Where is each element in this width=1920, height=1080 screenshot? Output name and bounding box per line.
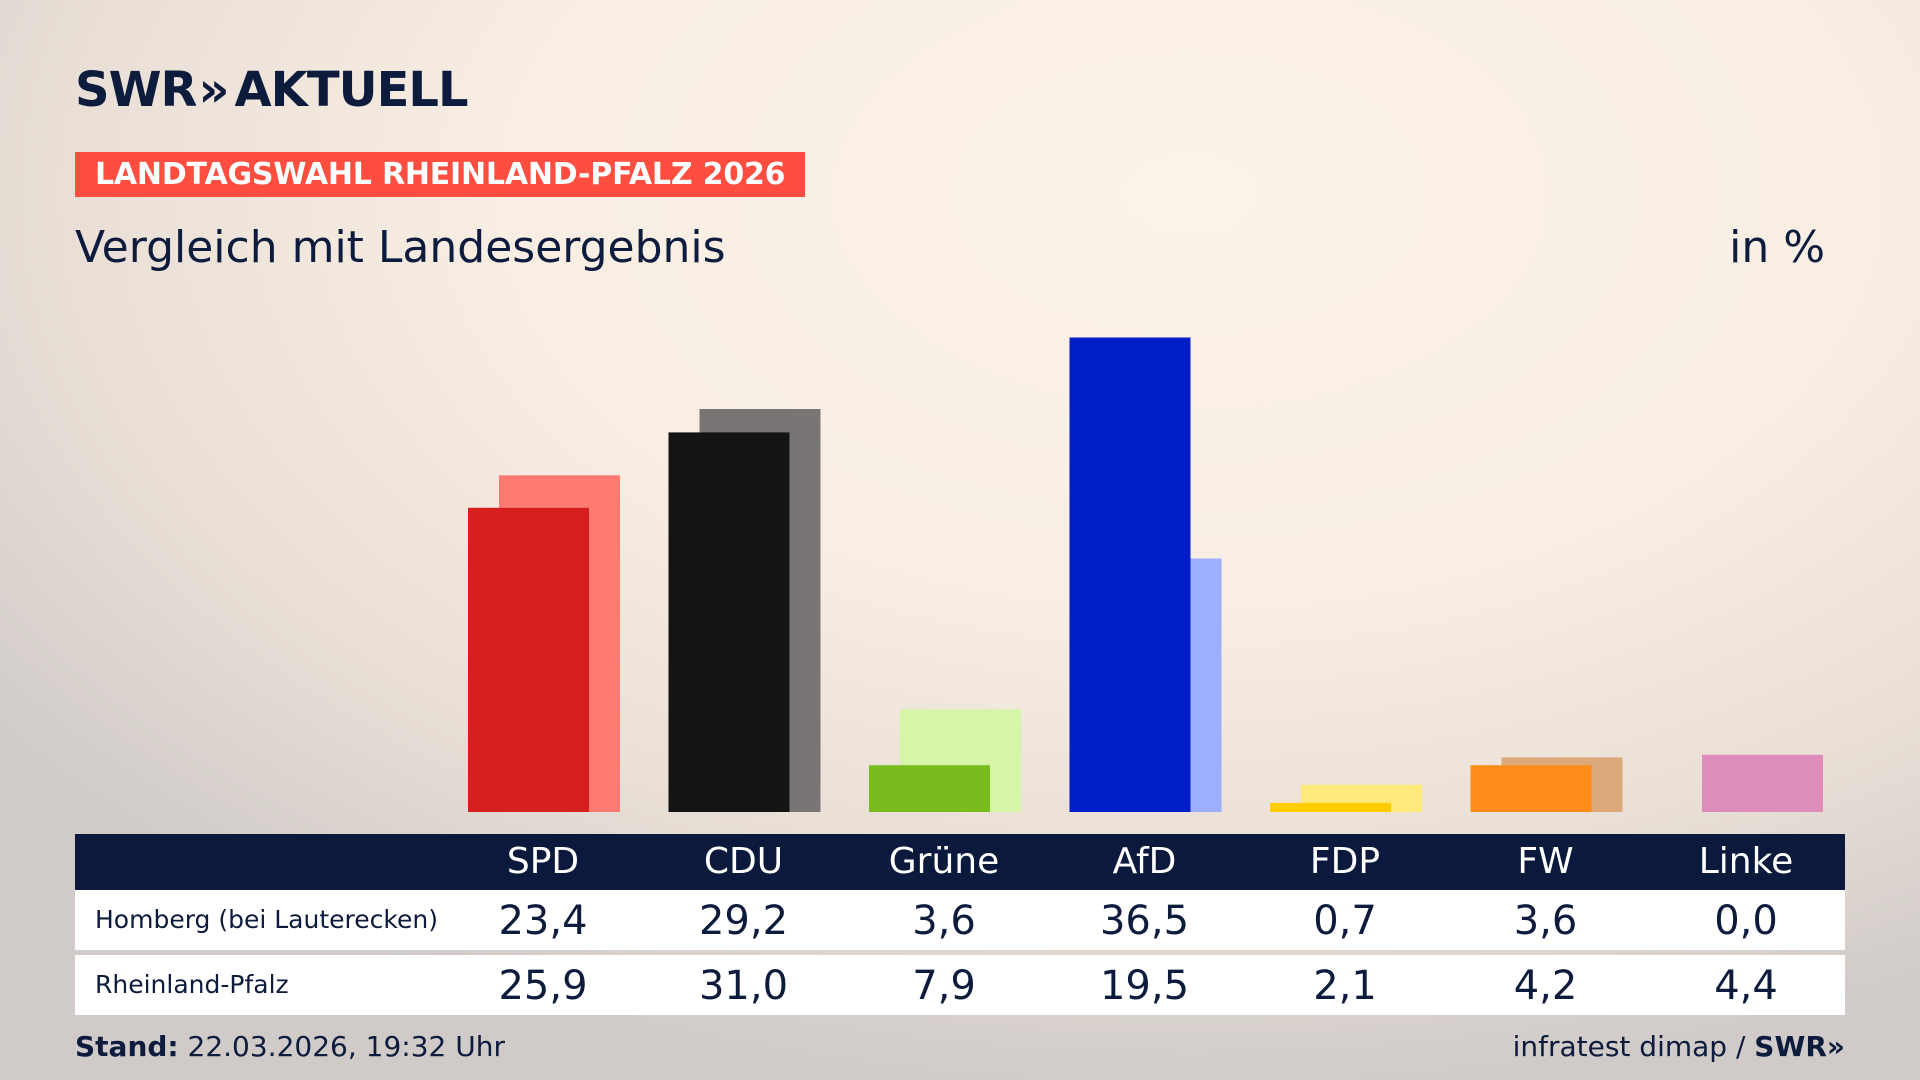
logo-suffix: AKTUELL [234,62,469,118]
unit-label: in % [1729,222,1825,273]
bar-homberg-grüne [869,765,990,812]
party-label-linke: Linke [1698,841,1794,882]
bar-homberg-cdu [668,432,790,812]
value-cell-spd: 23,4 [498,898,588,944]
value-cell-fw: 3,6 [1513,898,1578,944]
party-label-fdp: FDP [1309,841,1381,882]
table-row: Rheinland-Pfalz 25,9 31,0 7,9 19,5 2,1 4,2 4,4 [75,955,1845,1015]
bar-homberg-fdp [1270,802,1391,812]
value-cell-fw: 4,2 [1513,963,1578,1009]
bar-homberg-afd [1069,337,1191,812]
value-cell-grüne: 7,9 [912,963,976,1009]
party-label-spd: SPD [506,841,580,882]
table-header: SPD CDU Grüne AfD FDP FW Linke [75,834,1845,890]
election-badge: LANDTAGSWAHL RHEINLAND-PFALZ 2026 [75,152,806,197]
value-cell-afd: 36,5 [1099,898,1190,944]
logo-chevron-icon: » [198,62,229,118]
bar-rheinland-pfalz-linke [1702,754,1823,812]
source-credit: infratest dimap / SWR» [1513,1030,1845,1063]
stand-value: 22.03.2026, 19:32 Uhr [178,1030,505,1063]
value-cell-linke: 4,4 [1714,963,1778,1009]
value-cell-afd: 19,5 [1099,963,1190,1009]
timestamp: Stand: 22.03.2026, 19:32 Uhr [75,1030,505,1063]
value-cell-cdu: 31,0 [698,963,789,1009]
party-label-fw: FW [1517,841,1574,882]
bar-homberg-spd [468,507,589,812]
party-label-cdu: CDU [703,841,784,882]
value-cell-grüne: 3,6 [912,898,976,944]
table-row: Homberg (bei Lauterecken) 23,4 29,2 3,6 36,5… [75,890,1845,950]
value-cell-fdp: 2,1 [1313,963,1377,1009]
party-label-afd: AfD [1112,841,1177,882]
party-label-grüne: Grüne [888,841,1000,882]
value-cell-fdp: 0,7 [1313,898,1377,944]
chart-subtitle: Vergleich mit Landesergebnis [75,222,726,273]
value-cell-linke: 0,0 [1714,898,1778,944]
stand-label: Stand: [75,1030,179,1063]
swr-aktuell-logo: SWR» AKTUELL [75,66,469,114]
row-label: Homberg (bei Lauterecken) [95,905,438,934]
bar-homberg-fw [1470,765,1592,812]
swr-brand-logo: SWR» [1754,1030,1845,1063]
results-table: SPD CDU Grüne AfD FDP FW Linke Homberg (bei La… [75,834,1845,1015]
value-cell-cdu: 29,2 [698,898,789,944]
source-text: infratest dimap / [1512,1030,1755,1063]
logo-prefix: SWR [75,62,197,118]
row-label: Rheinland-Pfalz [95,970,289,999]
value-cell-spd: 25,9 [498,963,588,1009]
